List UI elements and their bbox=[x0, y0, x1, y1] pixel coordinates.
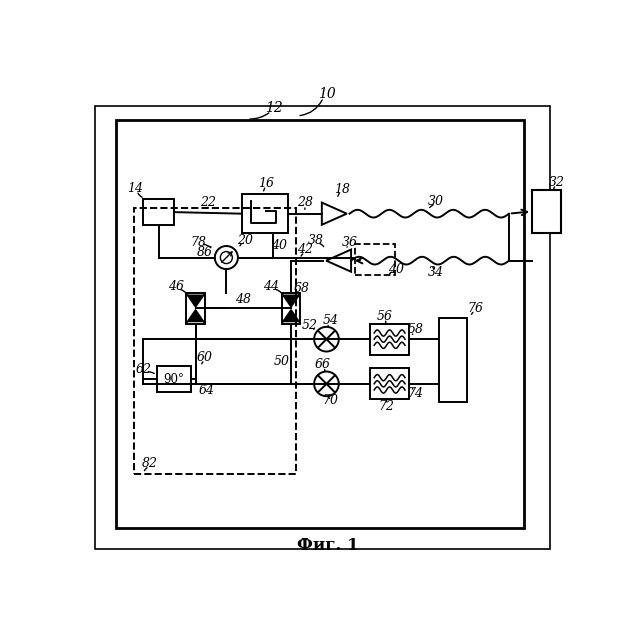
Text: 72: 72 bbox=[378, 401, 394, 413]
Text: 62: 62 bbox=[135, 363, 151, 377]
Text: 90°: 90° bbox=[164, 373, 184, 386]
Text: 14: 14 bbox=[127, 182, 143, 195]
Bar bbox=[242, 195, 288, 233]
Bar bbox=[371, 324, 409, 355]
Circle shape bbox=[314, 327, 339, 351]
Bar bbox=[116, 119, 524, 528]
Circle shape bbox=[314, 372, 339, 396]
Text: 66: 66 bbox=[315, 358, 331, 371]
Text: 10: 10 bbox=[317, 87, 335, 101]
Text: 70: 70 bbox=[323, 394, 339, 407]
Text: 78: 78 bbox=[191, 236, 207, 248]
Bar bbox=[134, 209, 296, 474]
Polygon shape bbox=[187, 310, 204, 322]
Text: 40: 40 bbox=[271, 239, 287, 252]
Circle shape bbox=[220, 252, 232, 264]
Text: 36: 36 bbox=[342, 236, 358, 248]
Circle shape bbox=[215, 246, 238, 269]
Text: 18: 18 bbox=[334, 183, 350, 195]
Text: 56: 56 bbox=[377, 310, 393, 322]
Polygon shape bbox=[326, 250, 351, 272]
Text: 52: 52 bbox=[301, 319, 317, 332]
Polygon shape bbox=[283, 310, 300, 322]
Text: 60: 60 bbox=[197, 351, 212, 364]
Text: 46: 46 bbox=[168, 281, 184, 293]
Text: 48: 48 bbox=[236, 293, 252, 306]
Polygon shape bbox=[283, 295, 300, 307]
Text: 42: 42 bbox=[297, 243, 313, 257]
Text: 40: 40 bbox=[388, 264, 404, 276]
Text: 50: 50 bbox=[274, 355, 290, 368]
Text: 22: 22 bbox=[200, 196, 216, 209]
Text: 68: 68 bbox=[294, 282, 310, 295]
Text: 74: 74 bbox=[408, 387, 424, 399]
Text: 82: 82 bbox=[141, 458, 157, 470]
Bar bbox=[143, 199, 174, 225]
Polygon shape bbox=[187, 295, 204, 307]
Bar bbox=[439, 318, 467, 403]
Bar bbox=[157, 366, 191, 392]
Text: 30: 30 bbox=[428, 195, 444, 208]
Text: 12: 12 bbox=[265, 101, 283, 115]
Text: 34: 34 bbox=[428, 267, 444, 279]
Text: 76: 76 bbox=[468, 302, 484, 315]
Text: 58: 58 bbox=[408, 324, 424, 336]
Text: 64: 64 bbox=[198, 384, 214, 396]
Text: Фиг. 1: Фиг. 1 bbox=[297, 537, 359, 554]
Text: 54: 54 bbox=[323, 314, 339, 327]
Text: 20: 20 bbox=[237, 234, 253, 247]
Bar bbox=[532, 190, 561, 233]
Text: 38: 38 bbox=[308, 234, 324, 247]
Bar bbox=[355, 244, 395, 274]
Bar bbox=[282, 293, 300, 324]
Bar bbox=[371, 368, 409, 399]
Polygon shape bbox=[322, 203, 347, 225]
Text: 28: 28 bbox=[297, 197, 313, 209]
Bar bbox=[186, 293, 205, 324]
Text: 86: 86 bbox=[197, 246, 212, 260]
Text: 44: 44 bbox=[263, 281, 279, 293]
Text: 16: 16 bbox=[259, 177, 275, 190]
Text: 32: 32 bbox=[548, 176, 564, 190]
